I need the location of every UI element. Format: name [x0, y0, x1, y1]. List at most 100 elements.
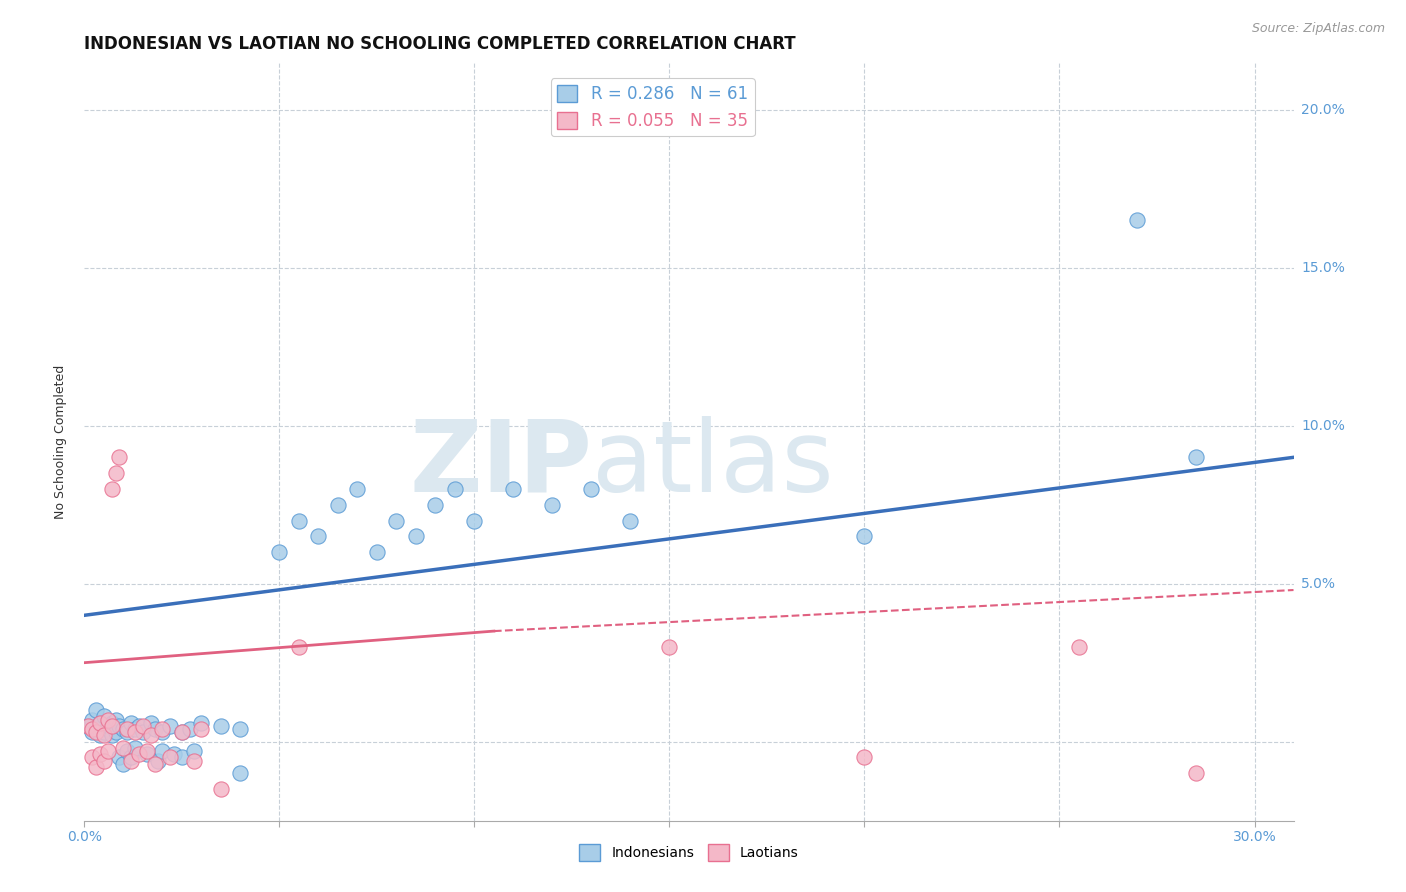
Point [307, 529, 329, 543]
Point [82, 713, 104, 727]
Point [128, 747, 150, 762]
Point [104, 725, 127, 739]
Point [463, 514, 485, 528]
Text: 0.0%: 0.0% [67, 830, 101, 844]
Text: ZIP: ZIP [409, 416, 592, 513]
Point [104, 713, 127, 727]
Point [120, 750, 142, 764]
Point [89, 715, 111, 730]
Point [117, 722, 139, 736]
Point [117, 744, 139, 758]
Point [853, 750, 876, 764]
Point [209, 719, 232, 733]
Legend: Indonesians, Laotians: Indonesians, Laotians [574, 838, 804, 867]
Point [190, 722, 212, 736]
Point [853, 529, 876, 543]
Point [84, 760, 107, 774]
Point [97, 719, 120, 733]
Point [93, 728, 115, 742]
Point [581, 482, 603, 496]
Point [143, 722, 166, 736]
Point [93, 709, 115, 723]
Text: atlas: atlas [592, 416, 834, 513]
Text: 20.0%: 20.0% [1302, 103, 1346, 117]
Point [288, 640, 311, 654]
Point [143, 756, 166, 771]
Point [502, 482, 524, 496]
Point [385, 514, 408, 528]
Point [100, 715, 122, 730]
Text: 15.0%: 15.0% [1302, 260, 1346, 275]
Point [229, 722, 252, 736]
Point [1185, 450, 1208, 465]
Point [170, 750, 193, 764]
Point [97, 744, 120, 758]
Point [124, 741, 146, 756]
Point [93, 754, 115, 768]
Point [366, 545, 388, 559]
Point [159, 719, 181, 733]
Point [117, 725, 139, 739]
Point [139, 715, 162, 730]
Point [89, 715, 111, 730]
Point [326, 498, 349, 512]
Point [104, 466, 127, 480]
Point [135, 747, 157, 762]
Point [139, 728, 162, 742]
Text: Source: ZipAtlas.com: Source: ZipAtlas.com [1251, 22, 1385, 36]
Point [209, 782, 232, 797]
Point [229, 766, 252, 780]
Point [150, 722, 173, 736]
Point [112, 722, 135, 736]
Point [183, 744, 205, 758]
Point [159, 750, 181, 764]
Text: 5.0%: 5.0% [1302, 577, 1336, 591]
Point [112, 741, 135, 756]
Point [150, 744, 173, 758]
Point [190, 715, 212, 730]
Point [82, 722, 104, 736]
Point [269, 545, 291, 559]
Text: INDONESIAN VS LAOTIAN NO SCHOOLING COMPLETED CORRELATION CHART: INDONESIAN VS LAOTIAN NO SCHOOLING COMPL… [84, 35, 796, 53]
Point [120, 754, 142, 768]
Point [1185, 766, 1208, 780]
Point [77, 719, 100, 733]
Point [108, 750, 131, 764]
Point [84, 722, 107, 736]
Point [112, 756, 135, 771]
Point [97, 713, 120, 727]
Point [108, 450, 131, 465]
Point [132, 725, 155, 739]
Point [84, 703, 107, 717]
Point [93, 725, 115, 739]
Text: 10.0%: 10.0% [1302, 418, 1346, 433]
Point [77, 719, 100, 733]
Point [108, 719, 131, 733]
Point [82, 750, 104, 764]
Point [124, 725, 146, 739]
Point [120, 715, 142, 730]
Point [150, 725, 173, 739]
Point [170, 725, 193, 739]
Point [619, 514, 641, 528]
Point [1126, 213, 1149, 227]
Point [170, 725, 193, 739]
Point [124, 722, 146, 736]
Text: 30.0%: 30.0% [1233, 830, 1277, 844]
Y-axis label: No Schooling Completed: No Schooling Completed [53, 365, 67, 518]
Point [163, 747, 186, 762]
Point [135, 744, 157, 758]
Point [100, 719, 122, 733]
Point [179, 722, 201, 736]
Point [444, 482, 467, 496]
Point [425, 498, 447, 512]
Point [148, 754, 170, 768]
Point [100, 482, 122, 496]
Point [346, 482, 368, 496]
Point [132, 719, 155, 733]
Point [89, 747, 111, 762]
Point [288, 514, 311, 528]
Point [100, 728, 122, 742]
Point [84, 725, 107, 739]
Point [89, 728, 111, 742]
